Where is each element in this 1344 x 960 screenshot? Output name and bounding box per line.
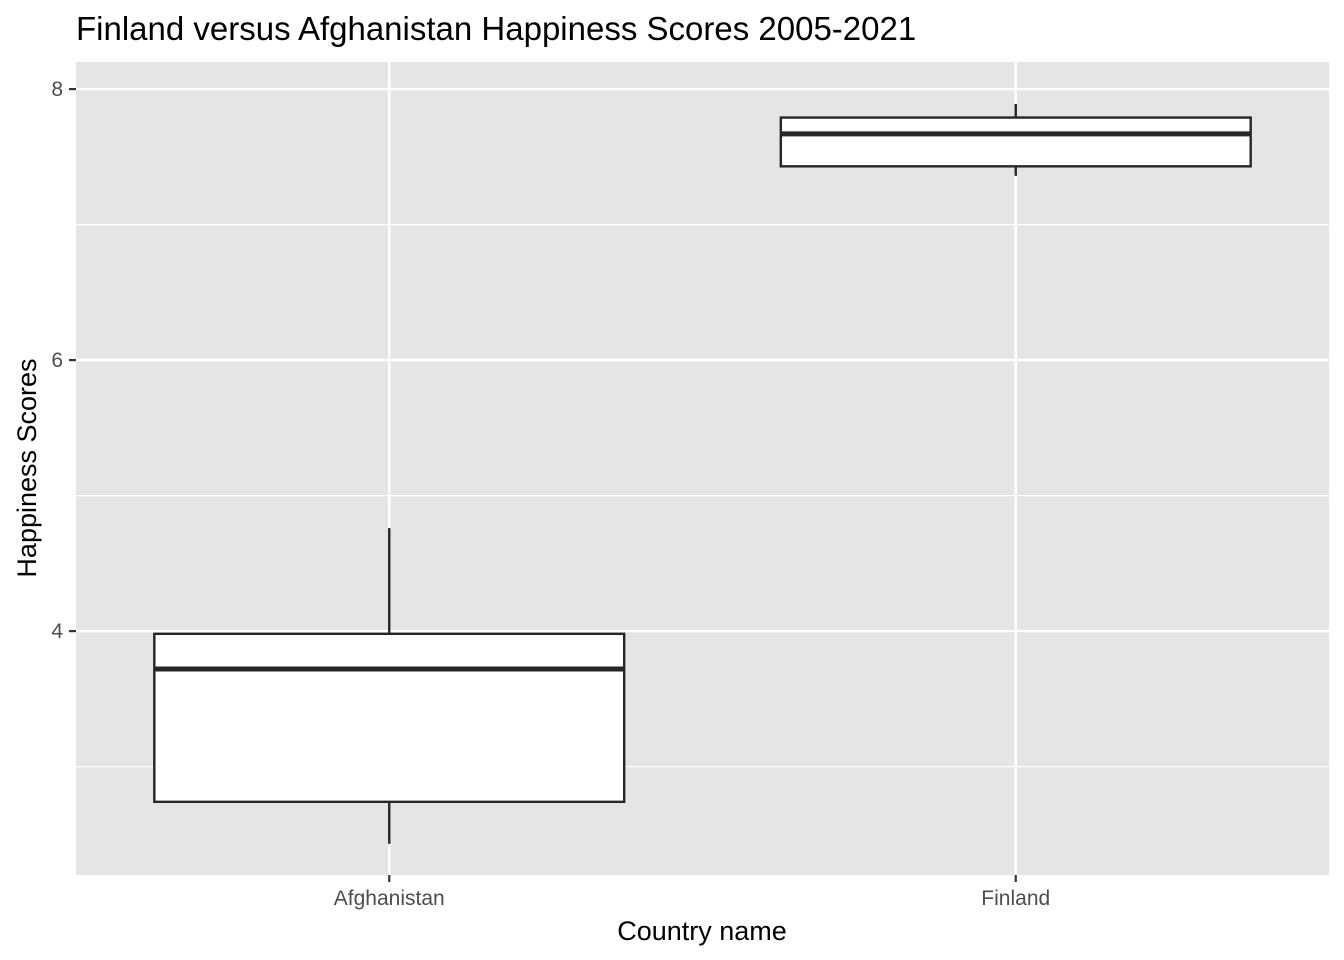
box-finland (779, 104, 1252, 176)
y-axis-title: Happiness Scores (12, 358, 42, 577)
interquartile-box (153, 632, 626, 804)
x-tick-label: Finland (981, 887, 1050, 910)
x-tick-label: Afghanistan (334, 887, 445, 910)
chart-title: Finland versus Afghanistan Happiness Sco… (76, 10, 916, 47)
y-axis: 4 6 8 (51, 78, 76, 643)
x-axis-title: Country name (617, 916, 787, 946)
y-tick-label: 8 (51, 78, 63, 101)
x-axis: Afghanistan Finland (334, 875, 1050, 910)
y-tick-label: 4 (51, 620, 63, 643)
interquartile-box (779, 116, 1252, 168)
box-afghanistan (153, 528, 626, 844)
boxes (153, 104, 1252, 844)
y-tick-label: 6 (51, 349, 63, 372)
